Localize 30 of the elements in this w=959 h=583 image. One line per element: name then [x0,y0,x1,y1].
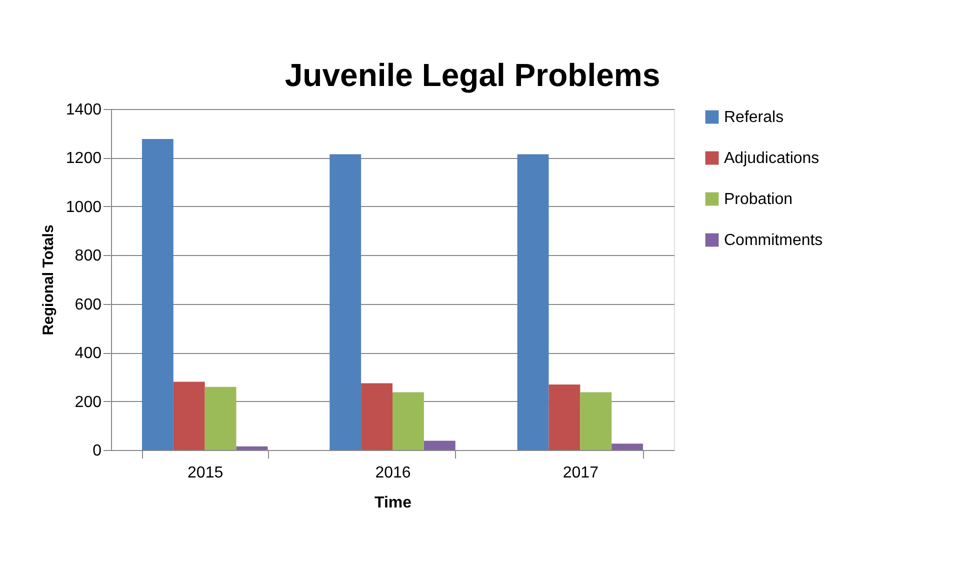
bar [204,386,236,450]
bar [361,383,392,450]
bar [330,154,362,450]
legend-label: Adjudications [724,150,820,167]
y-tick-label: 200 [74,394,102,411]
legend-label: Referals [724,109,784,126]
bar [548,384,580,450]
y-tick-label: 600 [74,296,102,314]
legend-label: Probation [724,191,792,208]
bar [173,382,205,450]
bar [580,392,612,450]
x-axis-title: Time [374,494,412,512]
y-tick-label: 1000 [66,198,102,216]
bar [142,138,174,450]
y-tick-label: 1400 [66,102,102,118]
y-axis-title: Regional Totals [40,224,57,336]
y-tick-label: 800 [74,248,102,265]
bar [517,154,549,450]
y-tick-label: 0 [92,442,102,460]
y-tick-label: 400 [74,345,102,362]
bar [236,446,268,450]
bar [612,444,644,450]
y-tick-label: 1200 [66,150,102,168]
x-tick-label: 2017 [562,464,599,482]
legend-label: Commitments [724,232,823,249]
x-tick-label: 2016 [375,464,411,482]
x-tick-label: 2015 [188,464,224,482]
bar [392,392,424,450]
chart-title: Juvenile Legal Problems [284,57,660,93]
bar [424,440,456,450]
